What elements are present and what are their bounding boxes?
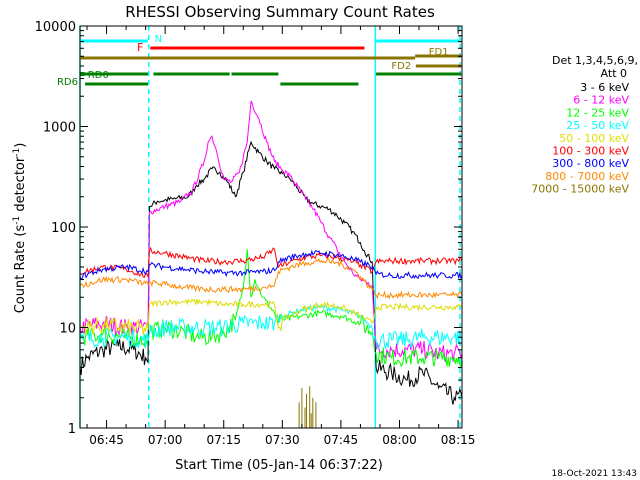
series-line-2 xyxy=(79,249,463,368)
x-axis-label: Start Time (05-Jan-14 06:37:22) xyxy=(175,458,383,473)
y-tick-label-4: 10000 xyxy=(35,20,76,35)
y-tick-label-3: 1000 xyxy=(43,121,76,136)
x-tick-label-1: 07:00 xyxy=(148,433,183,447)
fd1-flag-label: FD1 xyxy=(429,47,449,58)
y-axis-label-sup2: -1 xyxy=(12,148,22,157)
series-line-1 xyxy=(79,100,463,363)
chart-title: RHESSI Observing Summary Count Rates xyxy=(125,3,435,21)
y-axis-label-sup1: -1 xyxy=(12,216,22,225)
series-line-8 xyxy=(298,386,317,428)
y-axis-label-end: ) xyxy=(13,143,28,148)
series-line-7 xyxy=(79,258,463,300)
f-flag-label: F xyxy=(137,41,143,54)
legend-entry-3: 25 - 50 keV xyxy=(566,119,629,132)
mode-annotations: N F FD1 FD2 RD0 RD6 xyxy=(57,26,462,428)
x-tick-label-2: 07:15 xyxy=(206,433,241,447)
x-tick-label-6: 08:15 xyxy=(441,433,476,447)
series-line-5 xyxy=(79,246,463,279)
rd0-flag-label: RD0 xyxy=(88,70,109,81)
axes: 06:45 07:00 07:15 07:30 07:45 08:00 08:15 1 10 10… xyxy=(35,20,476,447)
legend-entry-8: 7000 - 15000 keV xyxy=(531,183,629,196)
rd6-flag-label: RD6 xyxy=(57,77,78,88)
legend-title-2: Att 0 xyxy=(601,67,627,80)
x-tick-label-5: 08:00 xyxy=(382,433,417,447)
y-axis-label-mid: detector xyxy=(13,156,28,216)
legend-entry-0: 3 - 6 keV xyxy=(580,81,629,94)
fd2-flag-label: FD2 xyxy=(391,61,411,72)
plot-area xyxy=(80,26,462,428)
series-line-3 xyxy=(79,303,463,350)
legend-entry-1: 6 - 12 keV xyxy=(573,94,629,107)
x-tick-label-0: 06:45 xyxy=(89,433,124,447)
legend-entry-7: 800 - 7000 keV xyxy=(545,170,629,183)
series-line-6 xyxy=(79,249,463,280)
series-lines xyxy=(79,100,463,428)
rd0-flag-marker xyxy=(80,72,85,76)
y-tick-label-1: 10 xyxy=(59,322,76,337)
plot-background xyxy=(80,26,462,428)
legend-entry-5: 100 - 300 keV xyxy=(552,145,629,158)
y-tick-label-2: 100 xyxy=(51,221,76,236)
legend-title-1: Det 1,3,4,5,6,9, xyxy=(552,54,638,67)
series-line-4 xyxy=(79,297,463,336)
series-line-0 xyxy=(79,140,463,405)
legend-entry-4: 50 - 100 keV xyxy=(559,132,629,145)
x-tick-label-3: 07:30 xyxy=(265,433,300,447)
y-axis-label-main: Count Rate (s xyxy=(13,225,28,314)
y-axis-label: Count Rate (s-1 detector-1) xyxy=(12,143,28,314)
footer-date: 18-Oct-2021 13:43 xyxy=(552,469,637,479)
n-flag-label: N xyxy=(155,34,162,45)
x-tick-label-4: 07:45 xyxy=(324,433,359,447)
y-tick-label-0: 1 xyxy=(68,422,76,437)
legend-entry-6: 300 - 800 keV xyxy=(552,157,629,170)
legend-entry-2: 12 - 25 keV xyxy=(566,106,629,119)
